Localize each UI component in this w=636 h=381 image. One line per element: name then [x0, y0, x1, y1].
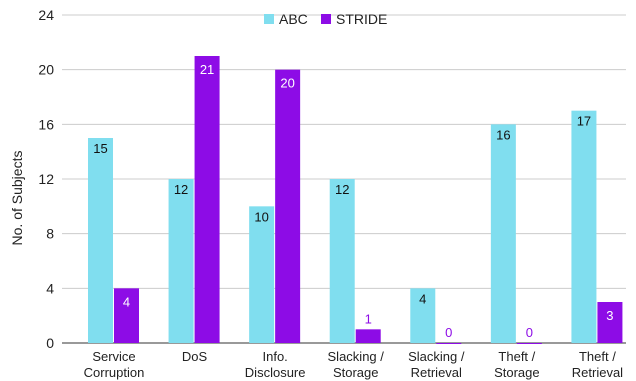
bar-abc-4	[410, 288, 436, 343]
bar-stride-0	[114, 288, 139, 343]
x-category-label: Storage	[333, 365, 379, 380]
x-category-label: Theft /	[579, 349, 616, 364]
legend-swatch-stride	[321, 14, 331, 24]
x-category-label: Corruption	[84, 365, 145, 380]
bar-abc-2	[249, 206, 275, 343]
y-tick-label: 8	[46, 226, 54, 242]
data-label-stride-3: 1	[365, 311, 372, 326]
legend: ABC STRIDE	[264, 11, 387, 27]
bar-abc-6	[571, 110, 597, 344]
bar-stride-4	[436, 343, 462, 344]
bar-abc-5	[490, 124, 516, 343]
data-label-stride-5: 0	[526, 325, 533, 340]
x-category-label: Retrieval	[411, 365, 462, 380]
data-label-abc-3: 12	[335, 182, 349, 197]
bar-stride-3	[355, 329, 381, 343]
data-label-abc-6: 17	[577, 114, 591, 129]
y-axis-ticks: 0 4 8 12 16 20 24	[38, 7, 54, 351]
bar-abc-1	[168, 179, 194, 343]
x-category-label: Theft /	[498, 349, 535, 364]
bar-stride-2	[275, 69, 301, 344]
x-category-label: Slacking /	[408, 349, 465, 364]
data-label-abc-5: 16	[496, 127, 510, 142]
legend-label-abc: ABC	[279, 11, 308, 27]
bars	[88, 56, 623, 344]
y-tick-label: 0	[46, 335, 54, 351]
y-tick-label: 12	[38, 171, 54, 187]
data-label-abc-2: 10	[254, 209, 268, 224]
data-label-stride-6: 3	[606, 308, 613, 323]
x-category-label: DoS	[182, 349, 208, 364]
bar-stride-6	[597, 302, 623, 343]
x-category-label: Retrieval	[572, 365, 623, 380]
x-category-label: Service	[92, 349, 135, 364]
data-label-stride-0: 4	[123, 294, 130, 309]
x-category-label: Slacking /	[328, 349, 385, 364]
x-category-label: Info.	[262, 349, 287, 364]
data-label-abc-1: 12	[174, 182, 188, 197]
y-tick-label: 20	[38, 62, 54, 78]
bar-stride-5	[516, 343, 542, 344]
y-tick-label: 16	[38, 116, 54, 132]
data-label-abc-0: 15	[93, 141, 107, 156]
x-category-label: Disclosure	[245, 365, 306, 380]
data-label-stride-1: 21	[200, 62, 214, 77]
data-label-abc-4: 4	[419, 291, 426, 306]
data-label-stride-2: 20	[280, 76, 294, 91]
data-label-stride-4: 0	[445, 325, 452, 340]
legend-swatch-abc	[264, 14, 274, 24]
bar-stride-1	[194, 56, 220, 343]
y-tick-label: 4	[46, 280, 54, 296]
bar-abc-3	[329, 179, 355, 343]
legend-label-stride: STRIDE	[336, 11, 387, 27]
y-tick-label: 24	[38, 7, 54, 23]
y-axis-label: No. of Subjects	[9, 151, 25, 246]
bar-abc-0	[88, 138, 113, 343]
x-category-label: Storage	[494, 365, 540, 380]
